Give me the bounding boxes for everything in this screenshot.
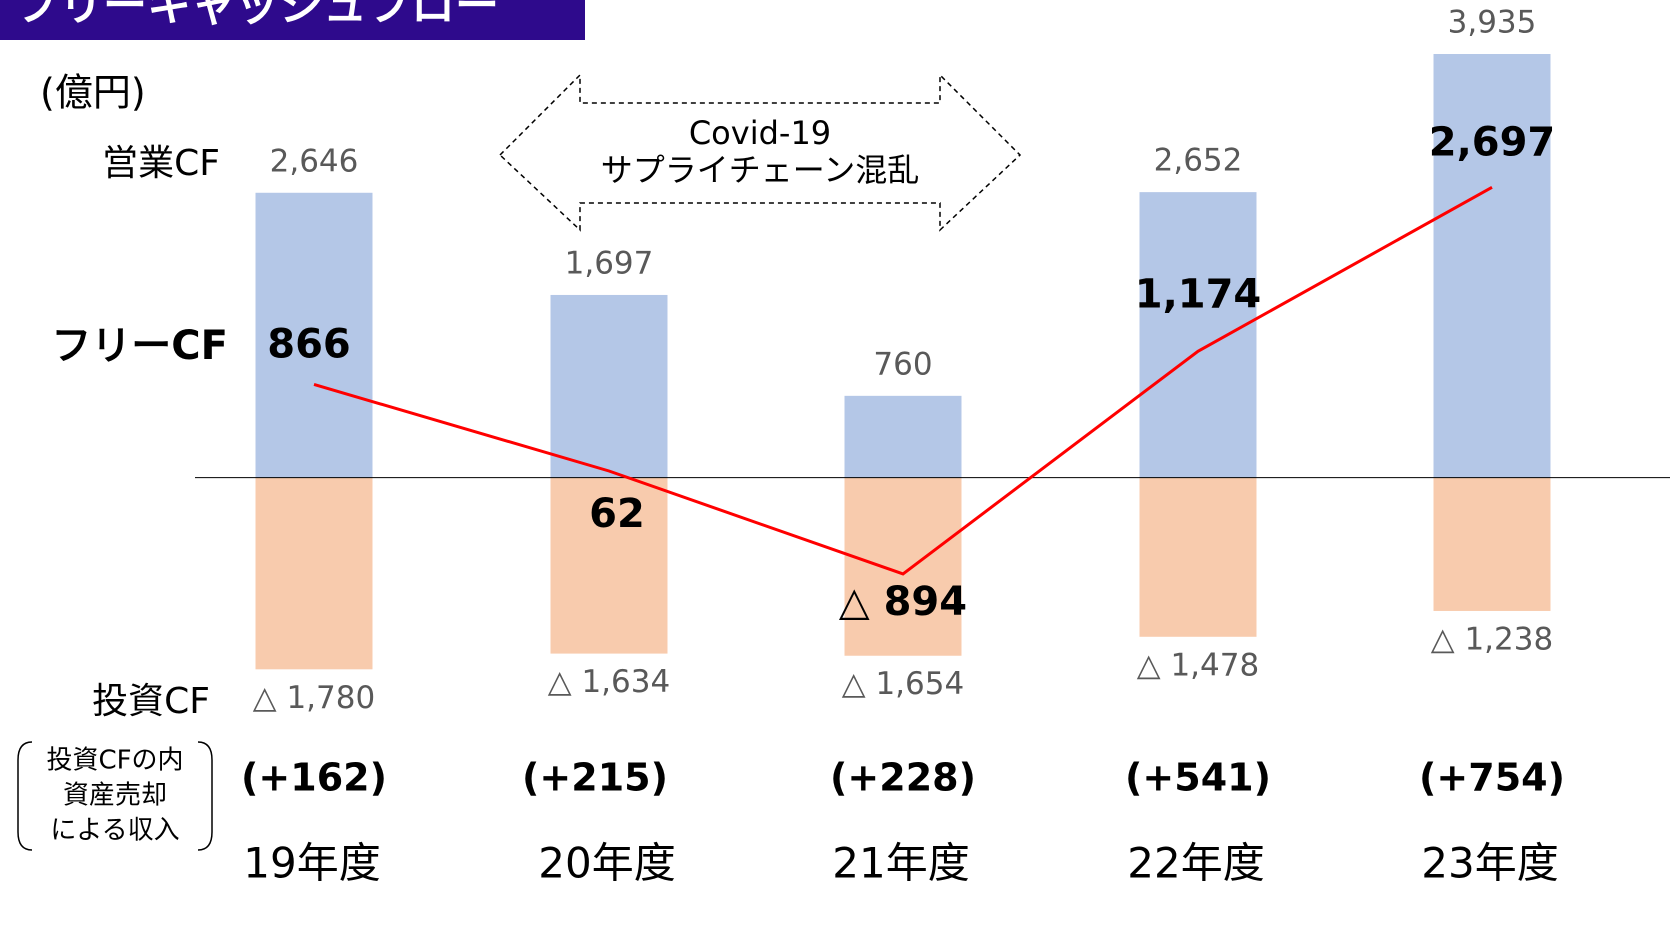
bar: [1139, 477, 1257, 637]
annotation-arrow: [498, 73, 1022, 232]
asset-sale-label: (+162): [241, 756, 387, 800]
bar: [255, 477, 373, 670]
title-box: [0, 0, 585, 40]
annotation: Covid-19: [689, 114, 831, 152]
asset-sale-label: (+541): [1125, 756, 1271, 800]
chart-title: フリーキャッシュフロー: [15, 0, 499, 31]
box-label: 投資CFの内: [46, 746, 183, 776]
asset-sale-label: (+228): [830, 756, 976, 800]
bar: [844, 395, 962, 478]
bar: [550, 294, 668, 478]
data-label: △ 1,238: [1431, 621, 1553, 657]
data-label: 2,652: [1154, 143, 1243, 179]
data-label: 1,697: [565, 245, 654, 281]
bar: [844, 477, 962, 656]
data-label: 866: [267, 321, 351, 367]
series-label: フリーCF: [51, 323, 228, 369]
asset-sale-label: (+754): [1419, 756, 1565, 800]
x-tick-label: 19年度: [243, 839, 380, 888]
bar: [1139, 192, 1257, 478]
bar: [1433, 477, 1551, 611]
data-label: △ 894: [839, 579, 967, 625]
box-label: による収入: [50, 816, 179, 846]
series-label: 営業CF: [102, 143, 220, 184]
x-tick-label: 22年度: [1127, 839, 1264, 888]
x-tick-label: 23年度: [1421, 839, 1558, 888]
bracket: [17, 741, 213, 851]
data-label: △ 1,654: [842, 666, 964, 702]
box-label: 資産売却: [63, 781, 167, 811]
bar: [550, 477, 668, 654]
asset-sale-label: (+215): [522, 756, 668, 800]
data-label: 760: [873, 346, 932, 382]
data-label: △ 1,634: [548, 664, 670, 700]
series-label: 投資CF: [92, 681, 210, 722]
line: [313, 185, 1493, 576]
unit-label: (億円): [40, 71, 146, 115]
bar: [1433, 53, 1551, 478]
data-label: 2,697: [1429, 119, 1556, 165]
data-label: 3,935: [1448, 4, 1537, 40]
annotation: サプライチェーン混乱: [601, 151, 919, 189]
x-tick-label: 20年度: [538, 839, 675, 888]
data-label: △ 1,780: [253, 680, 375, 716]
bar: [255, 192, 373, 478]
data-label: 62: [589, 491, 645, 537]
data-label: △ 1,478: [1137, 647, 1259, 683]
x-tick-label: 21年度: [832, 839, 969, 888]
data-label: 1,174: [1135, 271, 1262, 317]
data-label: 2,646: [270, 143, 359, 179]
